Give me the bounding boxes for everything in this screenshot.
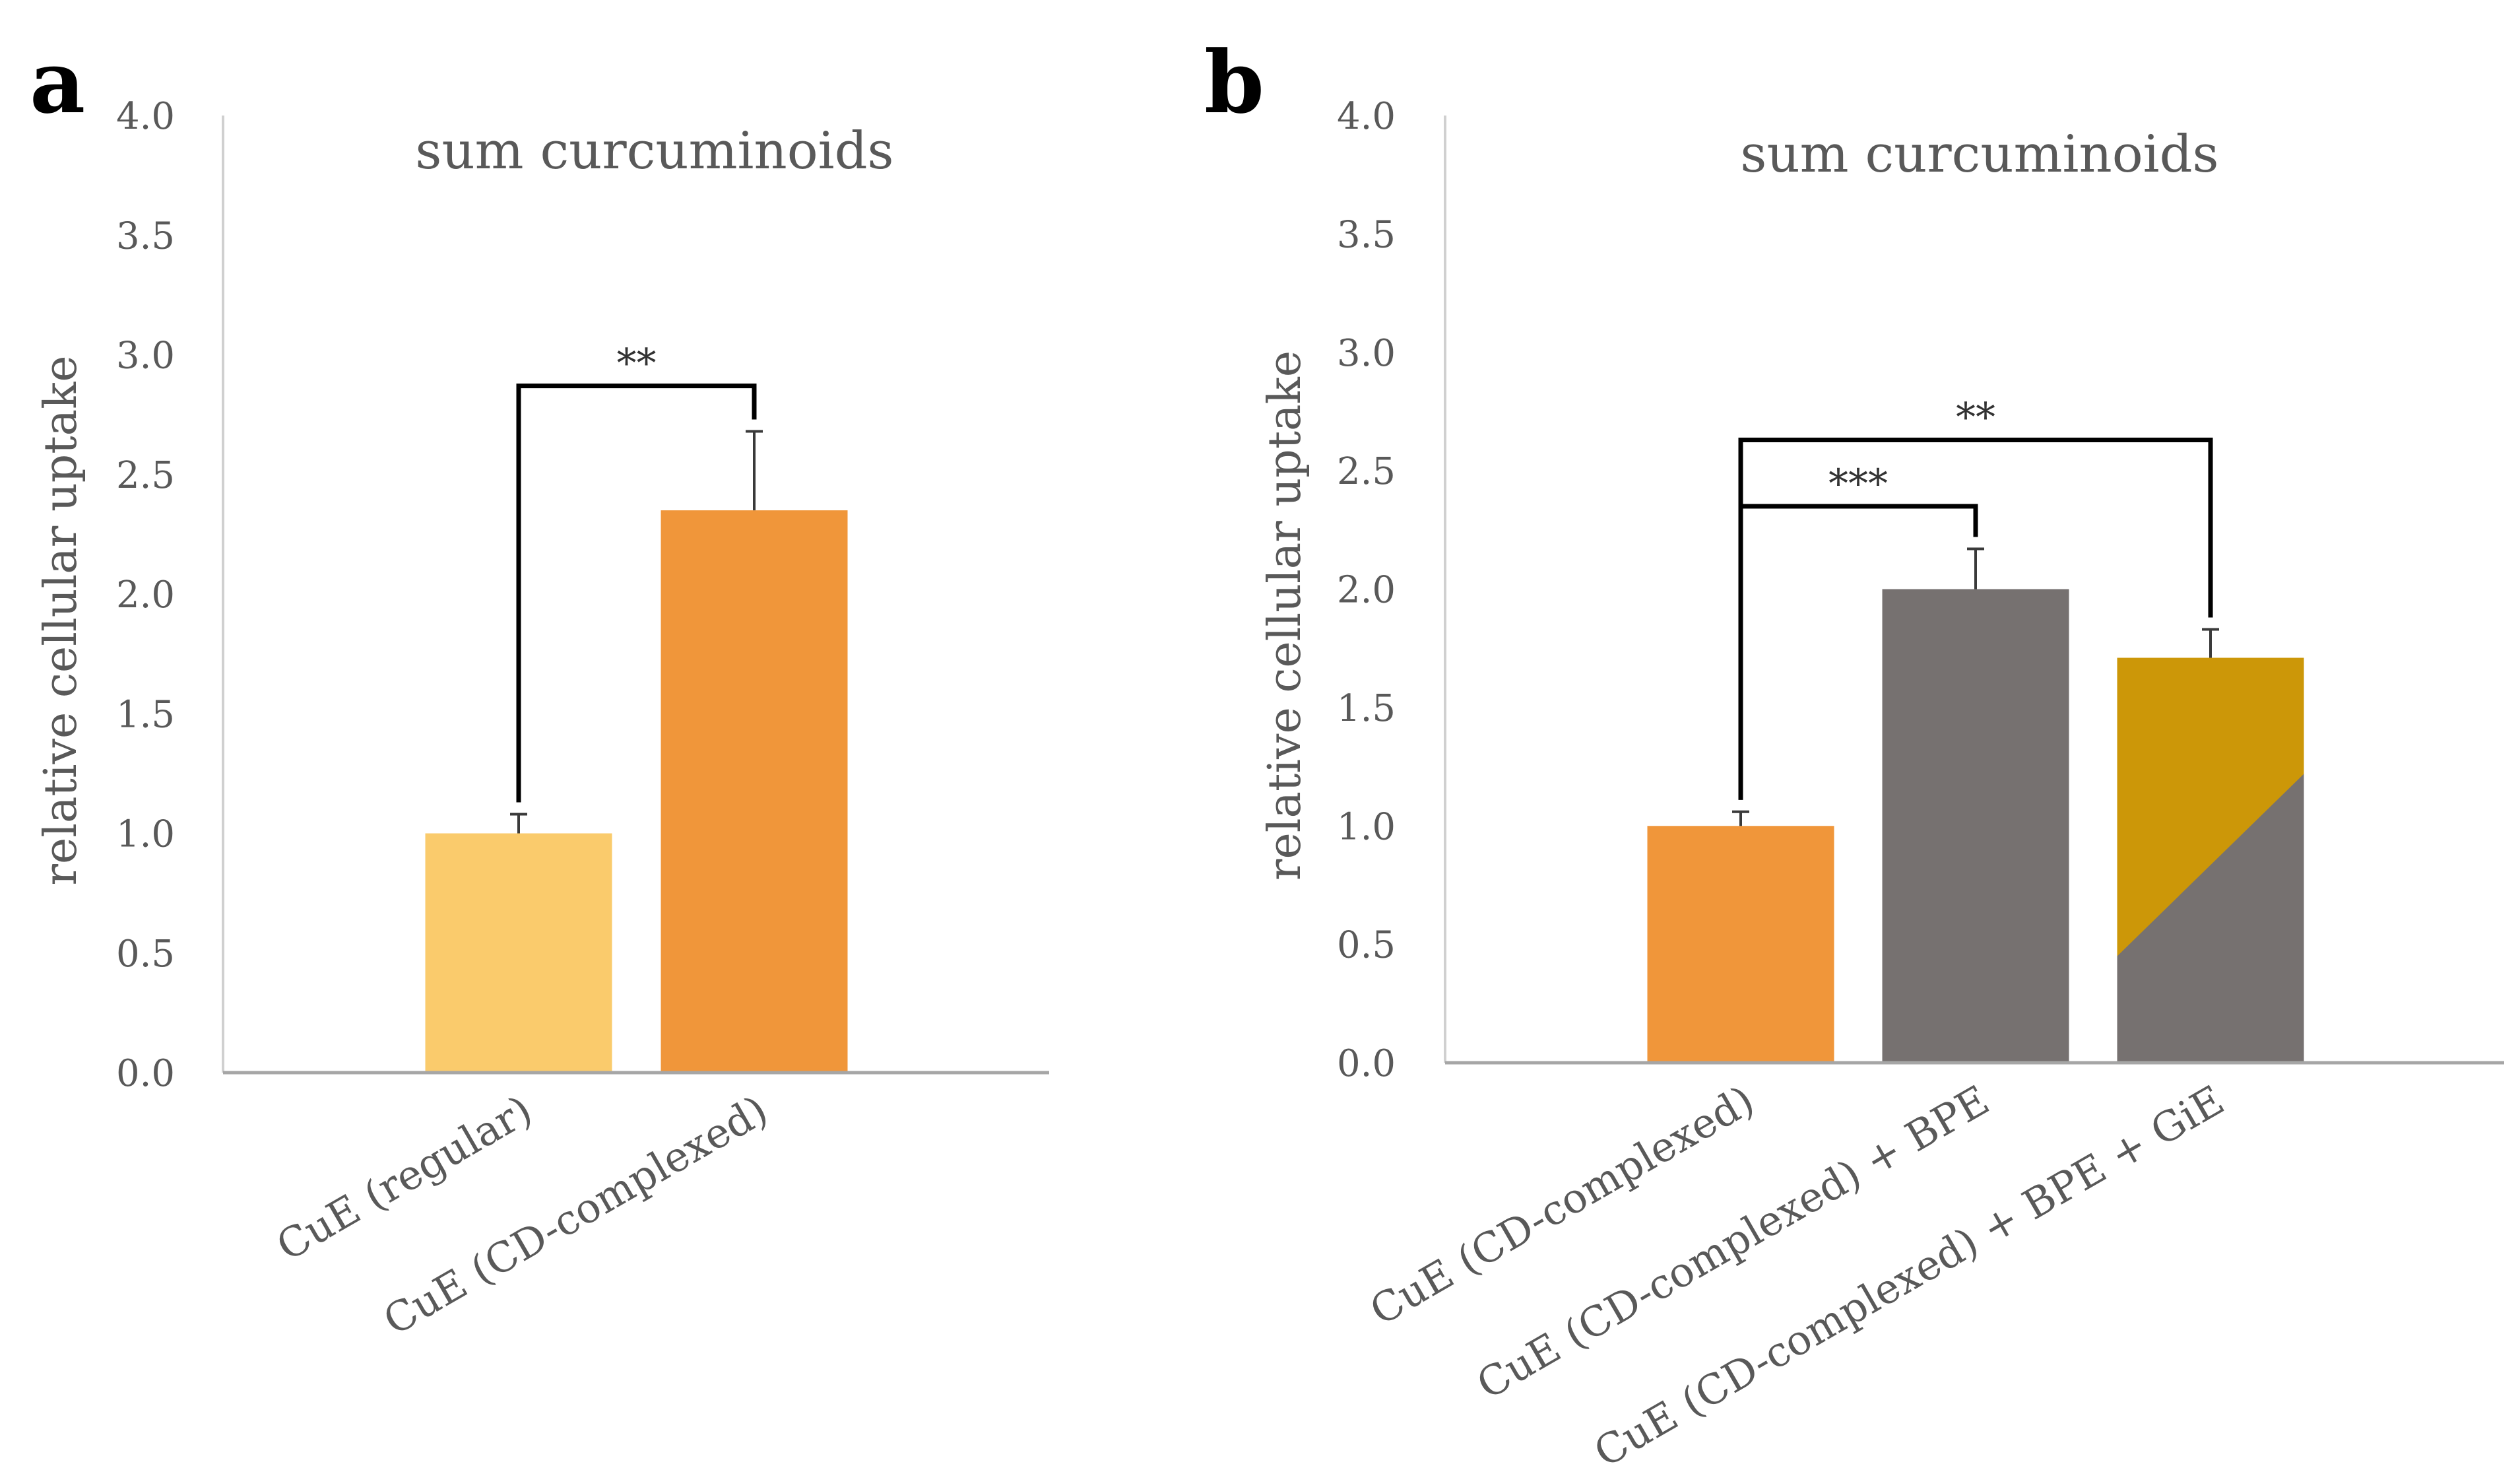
panel-a-y-tick-label: 3.5 <box>116 215 175 257</box>
panel-b-y-tick-label: 1.5 <box>1337 687 1396 730</box>
panel-a-y-tick-label: 0.0 <box>116 1052 175 1095</box>
panel-a-chart-title: sum curcuminoids <box>415 121 893 181</box>
panel-a-y-axis-label: relative cellular uptake <box>35 355 87 885</box>
panel-b-significance-label: *** <box>1828 461 1888 507</box>
panel-b-significance-label: ** <box>1956 394 1995 440</box>
panel-a-letter: a <box>30 32 85 133</box>
panel-b-y-tick-label: 0.5 <box>1337 924 1396 967</box>
panel-a-y-tick-label: 1.0 <box>116 813 175 856</box>
panel-b-y-tick-label: 2.5 <box>1337 450 1396 493</box>
panel-a-bar <box>661 510 848 1073</box>
panel-b-y-tick-label: 2.0 <box>1337 569 1396 612</box>
panel-b-y-axis-label: relative cellular uptake <box>1259 351 1311 881</box>
panel-b-letter: b <box>1204 32 1264 133</box>
panel-a-bar <box>425 833 612 1073</box>
panel-b-significance-bracket <box>1738 437 2213 800</box>
panel-a-significance-bracket <box>516 384 757 803</box>
panel-b-chart-title: sum curcuminoids <box>1740 125 2218 184</box>
panel-b-y-tick-label: 3.5 <box>1337 213 1396 256</box>
panel-a-y-tick-label: 1.5 <box>116 693 175 736</box>
panel-a-category-label: CuE (CD-complexed) <box>375 1086 776 1345</box>
panel-b-category-label: CuE (CD-complexed) <box>1362 1076 1762 1335</box>
panel-a-significance-label: ** <box>617 341 657 387</box>
panel-b-y-tick-label: 4.0 <box>1337 95 1396 138</box>
panel-b-y-tick-label: 3.0 <box>1337 332 1396 375</box>
panel-a-y-tick-label: 2.5 <box>116 454 175 497</box>
panel-b-y-tick-label: 1.0 <box>1337 805 1396 848</box>
panel-b-bar <box>1647 826 1834 1063</box>
panel-a-y-tick-label: 2.0 <box>116 574 175 617</box>
panel-b-bar-lower-fill <box>2117 774 2304 1063</box>
panel-b-y-tick-label: 0.0 <box>1337 1042 1396 1085</box>
panel-a-y-tick-label: 3.0 <box>116 335 175 378</box>
panel-a-y-tick-label: 4.0 <box>116 95 175 138</box>
panel-a-y-tick-label: 0.5 <box>116 933 175 976</box>
panel-b-bar <box>1882 589 2069 1063</box>
